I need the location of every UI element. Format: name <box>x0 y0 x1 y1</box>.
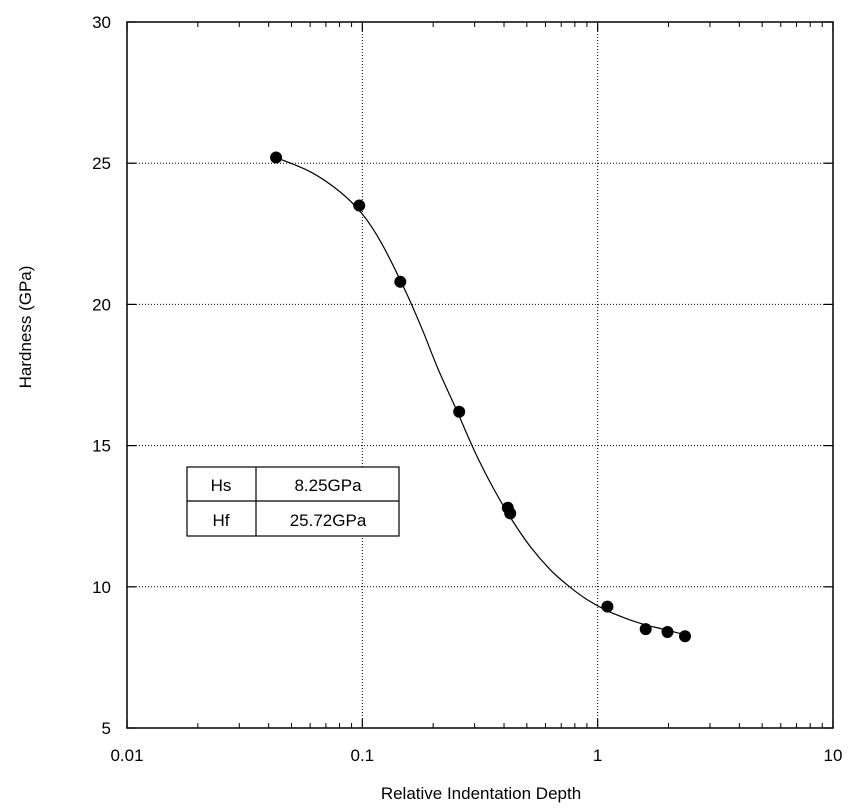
data-points <box>270 151 691 643</box>
data-point <box>639 623 652 636</box>
grid-lines <box>127 22 833 728</box>
x-axis-title: Relative Indentation Depth <box>381 784 581 803</box>
y-tick-label: 10 <box>92 578 111 597</box>
data-point <box>678 630 691 643</box>
x-tick-label: 0.01 <box>110 746 143 765</box>
data-point <box>601 600 614 613</box>
x-tick-label: 1 <box>593 746 602 765</box>
data-point <box>353 199 366 212</box>
fit-curve-line <box>275 157 686 636</box>
y-tick-label: 15 <box>92 437 111 456</box>
table-cell-hs-label: Hs <box>211 476 232 495</box>
y-tick-labels: 5 10 15 20 25 30 <box>92 13 111 738</box>
data-point <box>394 275 407 288</box>
y-tick-label: 5 <box>102 719 111 738</box>
plot-area-frame <box>126 21 834 729</box>
parameter-table: Hs 8.25GPa Hf 25.72GPa <box>186 466 400 537</box>
data-point <box>661 625 674 638</box>
y-tick-label: 25 <box>92 154 111 173</box>
table-cell-hs-value: 8.25GPa <box>294 476 362 495</box>
data-point <box>453 405 466 418</box>
axis-ticks <box>126 21 834 729</box>
data-point <box>270 151 283 164</box>
table-cell-hf-label: Hf <box>213 511 230 530</box>
y-tick-label: 30 <box>92 13 111 32</box>
x-tick-label: 0.1 <box>351 746 375 765</box>
x-tick-labels: 0.01 0.1 1 10 <box>110 746 842 765</box>
table-cell-hf-value: 25.72GPa <box>290 511 367 530</box>
x-tick-label: 10 <box>824 746 843 765</box>
y-tick-label: 20 <box>92 295 111 314</box>
y-axis-title: Hardness (GPa) <box>16 266 35 389</box>
data-point <box>504 507 517 520</box>
